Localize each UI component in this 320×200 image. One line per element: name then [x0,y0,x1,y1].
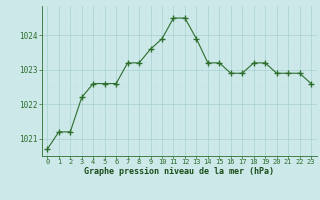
X-axis label: Graphe pression niveau de la mer (hPa): Graphe pression niveau de la mer (hPa) [84,167,274,176]
